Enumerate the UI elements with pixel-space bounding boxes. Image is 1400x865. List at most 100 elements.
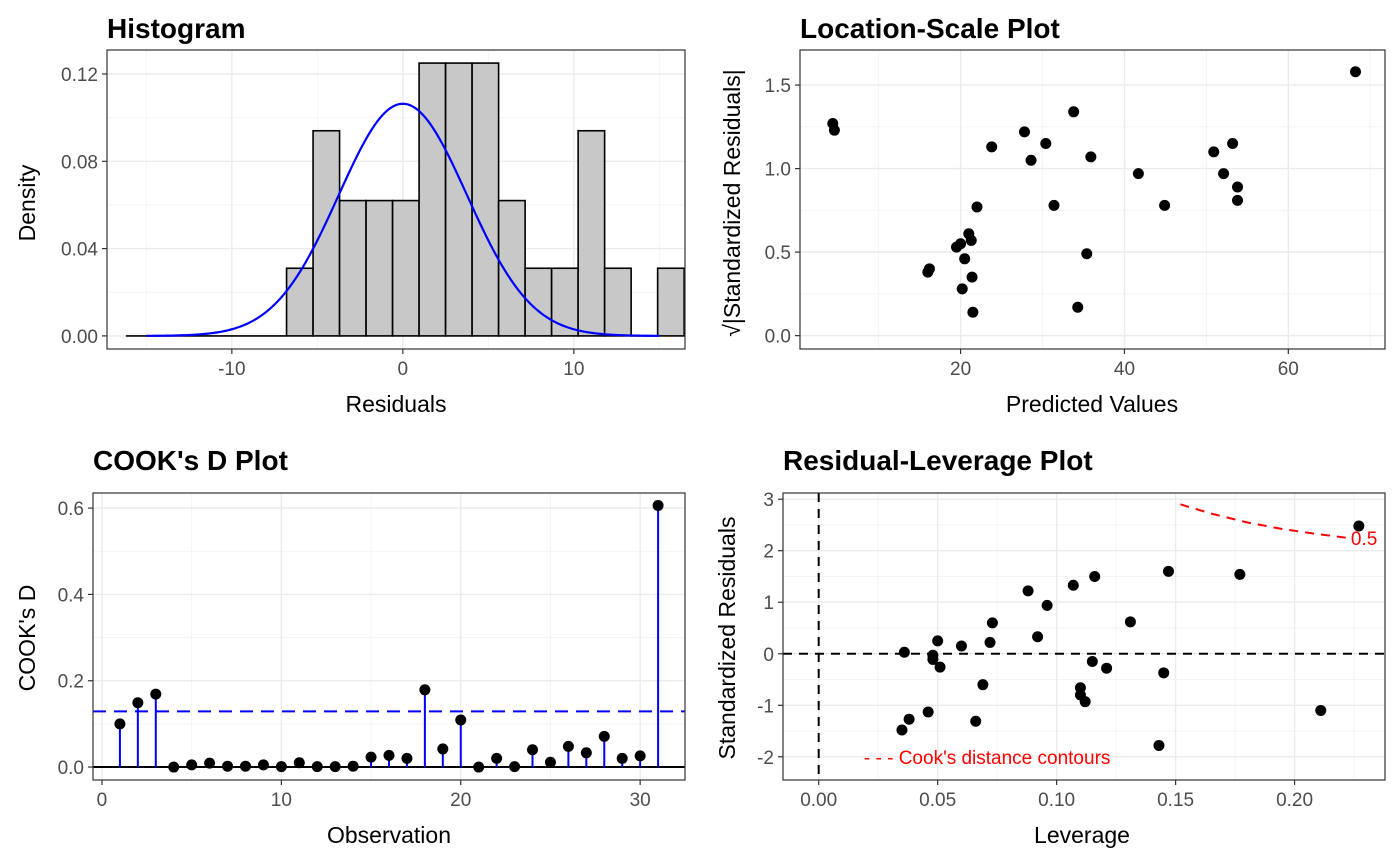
data-point (1067, 579, 1079, 591)
residual-leverage-panel: Residual-Leverage Plot Leverage Standard… (714, 445, 1386, 848)
histogram-bar (312, 129, 341, 337)
y-tick-label: 0.4 (58, 585, 85, 606)
cooks-d-point (239, 760, 251, 772)
data-point (1232, 194, 1244, 206)
cooks-d-point (132, 697, 144, 709)
cooks-distance-contour (1180, 503, 1348, 539)
cooks-d-point (222, 760, 234, 772)
cooks-d-point (580, 747, 592, 759)
cooks-d-point (544, 756, 556, 768)
data-point (1315, 704, 1327, 716)
y-tick-label: 2 (763, 542, 774, 563)
cooks-d-y-axis-label: COOK's D (14, 585, 40, 692)
y-tick-label: 1.5 (765, 76, 791, 97)
cooks-d-point (168, 761, 180, 773)
data-point (1232, 181, 1244, 193)
histogram-bar (285, 267, 314, 337)
data-point (986, 141, 998, 153)
panel-border (106, 49, 686, 350)
histogram-bar (603, 267, 632, 337)
cooks-d-point (491, 752, 503, 764)
y-tick-label: 0 (763, 645, 774, 666)
data-point (1158, 667, 1170, 679)
data-point (1162, 565, 1174, 577)
cooks-d-point (509, 761, 521, 773)
data-point (986, 617, 998, 629)
data-point (1025, 154, 1037, 166)
residual-leverage-plot-area: 0.00 0.05 0.10 0.15 0.20 -2 -1 0 1 2 3 0.5 - - - Coo… (757, 490, 1386, 811)
cooks-d-point (634, 750, 646, 762)
data-point (1068, 106, 1080, 118)
x-tick-label: 60 (1278, 359, 1299, 380)
data-point (1040, 138, 1052, 150)
cooks-d-point (401, 752, 413, 764)
y-tick-label: 0.08 (61, 152, 98, 173)
histogram-x-axis-label: Residuals (346, 391, 447, 417)
data-point (1218, 168, 1230, 180)
cooks-d-x-axis-label: Observation (327, 822, 451, 848)
x-tick-label: 20 (950, 359, 971, 380)
panel-border (92, 492, 686, 781)
data-point (959, 253, 971, 265)
data-point (927, 653, 939, 665)
cooks-d-point (347, 760, 359, 772)
data-point (1159, 199, 1171, 211)
data-point (1086, 655, 1098, 667)
residual-leverage-x-axis-label: Leverage (1034, 822, 1130, 848)
cooks-d-point (562, 740, 574, 752)
data-point (1085, 151, 1097, 163)
contour-label: 0.5 (1351, 529, 1377, 550)
residual-leverage-title: Residual-Leverage Plot (783, 445, 1093, 476)
panel-border (782, 492, 1386, 781)
x-tick-label: 0.05 (919, 790, 956, 811)
location-scale-x-axis-label: Predicted Values (1006, 391, 1178, 417)
data-point (1022, 585, 1034, 597)
data-point (923, 263, 935, 275)
cooks-d-point (652, 500, 664, 512)
x-tick-label: 30 (630, 790, 651, 811)
data-point (903, 713, 915, 725)
data-point (955, 640, 967, 652)
data-point (1032, 631, 1044, 643)
cooks-d-point (437, 743, 449, 755)
data-point (1072, 301, 1084, 313)
y-tick-label: 0.0 (58, 758, 84, 779)
data-point (1227, 138, 1239, 150)
x-tick-label: 0 (97, 790, 108, 811)
y-tick-label: 0.04 (61, 240, 98, 261)
cooks-d-point (616, 752, 628, 764)
residual-leverage-y-axis-label: Standardized Residuals (714, 517, 740, 760)
data-point (956, 283, 968, 295)
data-point (1081, 248, 1093, 260)
histogram-bar (444, 62, 473, 337)
histogram-bar (418, 62, 447, 337)
data-point (1048, 199, 1060, 211)
normal-density-curve (146, 102, 660, 337)
histogram-bar (656, 267, 685, 337)
location-scale-title: Location-Scale Plot (800, 13, 1060, 44)
histogram-bar (471, 62, 500, 337)
cooks-d-point (150, 688, 162, 700)
data-point (1132, 168, 1144, 180)
data-point (1101, 662, 1113, 674)
data-point (1208, 146, 1220, 158)
x-tick-label: 0.15 (1157, 790, 1194, 811)
histogram-bar (550, 267, 579, 337)
data-point (965, 234, 977, 246)
data-point (1153, 739, 1165, 751)
data-point (828, 124, 840, 136)
cooks-d-point (204, 757, 216, 769)
location-scale-plot-area: 20 40 60 0.0 0.5 1.0 1.5 (765, 49, 1386, 380)
data-point (1041, 599, 1053, 611)
data-point (967, 306, 979, 318)
cooks-d-point (383, 749, 395, 761)
cooks-d-point (527, 744, 539, 756)
location-scale-y-axis-label: √|Standardized Residuals| (719, 69, 745, 337)
x-tick-label: 0 (398, 359, 409, 380)
x-tick-label: 20 (450, 790, 471, 811)
x-tick-label: 0.10 (1038, 790, 1075, 811)
y-tick-label: 0.5 (765, 243, 791, 264)
data-point (932, 635, 944, 647)
x-tick-label: -10 (218, 359, 245, 380)
data-point (970, 715, 982, 727)
